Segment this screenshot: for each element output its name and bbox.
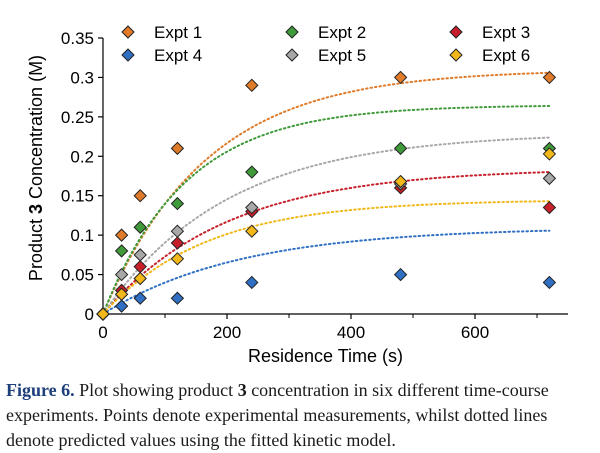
data-point-expt-5 (170, 224, 185, 238)
data-point-expt-1 (393, 70, 408, 85)
data-point-expt-3 (170, 236, 185, 250)
legend-marker-4 (121, 48, 135, 62)
x-tick-label: 0 (98, 323, 107, 342)
data-point-expt-1 (133, 189, 147, 203)
x-tick-label: 400 (337, 323, 365, 342)
data-point-expt-2 (133, 220, 147, 234)
data-point-expt-4 (542, 275, 557, 290)
data-point-expt-4 (133, 291, 147, 305)
caption-text-2: concentration in six different time-cour… (6, 380, 549, 450)
data-point-expt-6 (245, 224, 259, 238)
legend-label-5: Expt 5 (318, 46, 366, 65)
data-point-expt-5 (133, 248, 147, 262)
legend-marker-1 (121, 25, 135, 39)
legend-label-6: Expt 6 (482, 46, 530, 65)
data-point-expt-5 (114, 267, 129, 282)
data-point-expt-6 (170, 252, 185, 266)
y-tick-label: 0.2 (70, 147, 94, 166)
legend-label-1: Expt 1 (154, 23, 202, 42)
fit-line-5 (102, 136, 551, 315)
data-point-expt-6 (393, 174, 408, 189)
y-tick-label: 0.05 (61, 266, 94, 285)
fit-line-4 (102, 229, 551, 315)
caption-bold-number: 3 (237, 380, 247, 400)
fit-line-1 (102, 71, 551, 315)
data-point-expt-2 (170, 196, 185, 211)
data-point-expt-1 (170, 141, 185, 156)
legend-marker-3 (449, 25, 463, 39)
data-point-expt-2 (114, 244, 129, 258)
caption-label: Figure 6. (6, 380, 75, 400)
chart: 0 0.05 0.1 0.15 0.2 0.25 0.3 0.35 0 200 400 600 Resi… (26, 23, 568, 366)
y-axis-title-suffix: Concentration (M) (26, 55, 46, 204)
y-tick-label: 0 (85, 305, 94, 324)
data-point-expt-2 (245, 165, 259, 179)
legend-marker-6 (449, 48, 463, 62)
fit-line-2 (102, 105, 551, 315)
figure-caption: Figure 6. Plot showing product 3 concent… (6, 378, 594, 453)
x-tick-label: 200 (213, 323, 241, 342)
y-tick-label: 0.15 (61, 187, 94, 206)
data-point-expt-3 (542, 200, 557, 215)
legend-marker-2 (285, 25, 299, 39)
fit-line-3 (102, 171, 551, 315)
data-point-expt-4 (245, 275, 259, 290)
legend-marker-5 (285, 48, 299, 62)
data-point-expt-4 (170, 291, 185, 305)
data-point-expt-6 (542, 147, 557, 161)
x-axis-title: Residence Time (s) (248, 346, 403, 366)
y-tick-label: 0.35 (61, 29, 94, 48)
fit-line-6 (102, 200, 551, 315)
legend-label-3: Expt 3 (482, 23, 530, 42)
y-tick-label: 0.3 (70, 68, 94, 87)
legend-label-2: Expt 2 (318, 23, 366, 42)
plot-area: 0 0.05 0.1 0.15 0.2 0.25 0.3 0.35 0 200 400 600 Resi… (26, 23, 568, 366)
data-point-expt-4 (393, 267, 408, 282)
data-point-expt-4 (114, 299, 129, 313)
data-point-expt-1 (245, 78, 259, 93)
data-point-expt-6 (96, 307, 110, 321)
y-tick-label: 0.1 (70, 226, 94, 245)
x-tick-label: 600 (461, 323, 489, 342)
caption-text-1: Plot showing product (74, 380, 238, 400)
data-point-expt-6 (133, 271, 147, 286)
data-point-expt-6 (114, 287, 129, 301)
legend-label-4: Expt 4 (154, 46, 202, 65)
y-tick-label: 0.25 (61, 108, 94, 127)
data-point-expt-1 (114, 228, 129, 242)
data-point-expt-1 (542, 70, 557, 85)
y-axis-title-prefix: Product (26, 214, 46, 281)
y-axis-title: Product 3 Concentration (M) (26, 55, 46, 281)
data-point-expt-2 (393, 141, 408, 156)
data-point-expt-5 (245, 200, 259, 215)
data-point-expt-5 (542, 171, 557, 186)
y-axis-title-bold: 3 (26, 204, 46, 214)
